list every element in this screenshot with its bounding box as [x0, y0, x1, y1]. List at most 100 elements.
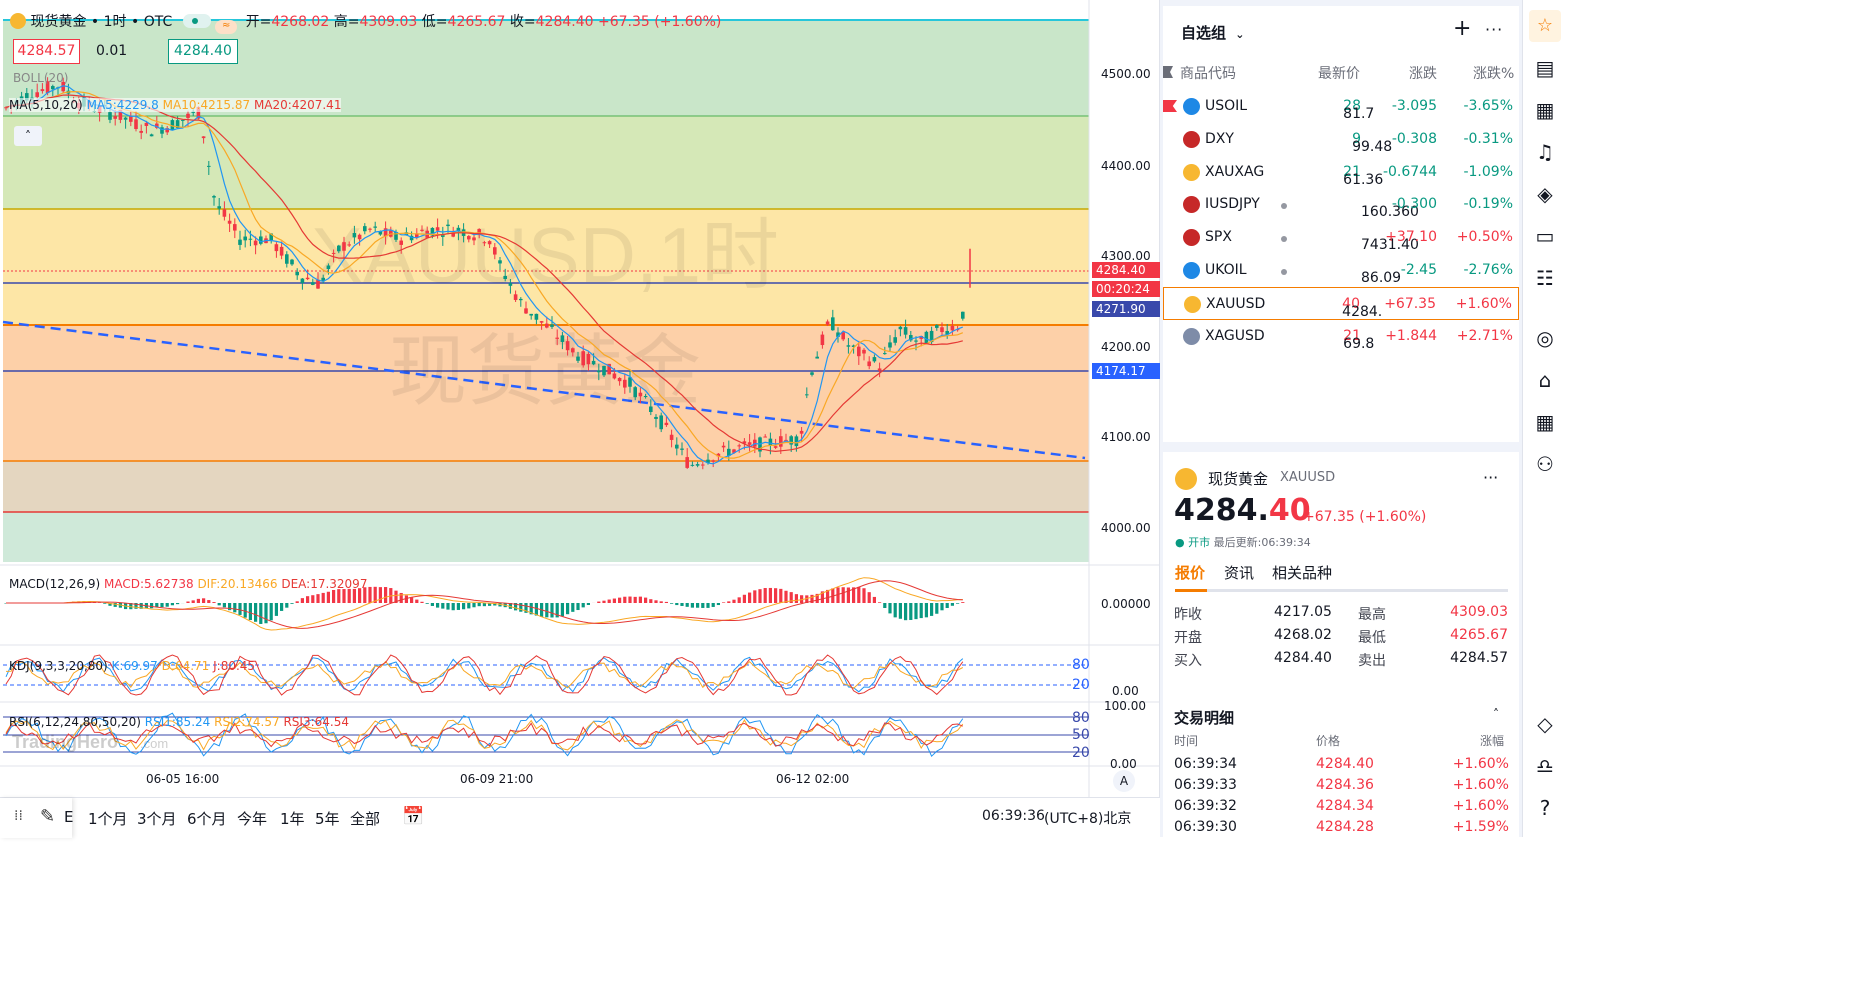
- watchlist-row-xauxag[interactable]: XAUXAG 61.36 21 -0.6744 -1.09%: [1163, 156, 1519, 189]
- education-icon[interactable]: ⌂: [1538, 368, 1552, 392]
- handshake-icon[interactable]: ◇: [1537, 712, 1553, 736]
- buy-price-box[interactable]: 4284.40: [168, 39, 238, 64]
- us-flag-icon: [1183, 229, 1200, 247]
- candle-body: [534, 313, 539, 320]
- range-partial[interactable]: E: [64, 808, 74, 826]
- headset-icon[interactable]: ♎: [1536, 754, 1554, 778]
- col-change-pct[interactable]: 涨跌%: [1473, 66, 1515, 82]
- interval-label[interactable]: 1时: [103, 14, 127, 30]
- candle-body: [238, 239, 242, 245]
- candle-body: [477, 229, 481, 236]
- range-1m[interactable]: 1个月: [88, 810, 128, 828]
- watchlist-row-spx[interactable]: SPX 7431.40 +37.10 +0.50%: [1163, 221, 1519, 254]
- chart-area[interactable]: XAUUSD,1时 现货黄金 TradingHero .com: [0, 0, 1160, 838]
- price-tick: 4300.00: [1101, 249, 1151, 263]
- range-1y[interactable]: 1年: [280, 810, 305, 828]
- macd-bar: [311, 595, 315, 603]
- calendar-icon[interactable]: 📅: [402, 806, 425, 827]
- candle-body: [503, 275, 507, 280]
- watchlist-row-xauusd[interactable]: XAUUSD 4284. 40 +67.35 +1.60%: [1163, 286, 1519, 320]
- macd-legend[interactable]: MACD(12,26,9) MACD:5.62738 DIF:20.13466 …: [9, 577, 367, 591]
- watchlist-change: +1.844: [1385, 327, 1437, 344]
- candle-body: [737, 445, 741, 447]
- watchlist-row-ukoil[interactable]: UKOIL 86.09 -2.45 -2.76%: [1163, 254, 1519, 287]
- macd-bar: [680, 603, 684, 606]
- watchlist-icon[interactable]: ☆: [1529, 10, 1561, 42]
- symbol-name: 现货黄金: [30, 14, 87, 30]
- sell-price-box[interactable]: 4284.57: [13, 39, 80, 64]
- signal-icon[interactable]: ◎: [1536, 326, 1554, 350]
- col-symbol[interactable]: 商品代码: [1180, 66, 1236, 82]
- ma20-line: [5, 94, 963, 453]
- collapse-icon[interactable]: ˄: [1493, 707, 1499, 721]
- boll-legend[interactable]: BOLL(20): [13, 71, 69, 85]
- tab-related[interactable]: 相关品种: [1272, 564, 1333, 582]
- chat-icon[interactable]: ☷: [1536, 266, 1554, 290]
- candle-body: [285, 254, 289, 264]
- range-3m[interactable]: 3个月: [137, 810, 177, 828]
- watchlist-row-iusdjpy[interactable]: IUSDJPY 160.360 -0.300 -0.19%: [1163, 188, 1519, 221]
- rsi-label: RSI(6,12,24,80,50,20): [9, 715, 141, 729]
- range-all[interactable]: 全部: [350, 810, 381, 828]
- us-flag-icon: [1183, 130, 1200, 148]
- ma-legend[interactable]: MA(5,10,20) MA5:4229.8 MA10:4215.87 MA20…: [9, 98, 342, 112]
- candle-body: [321, 277, 325, 282]
- drag-handle-icon[interactable]: ⁞⁞ ✎: [0, 798, 72, 838]
- flag-header-icon[interactable]: [1163, 66, 1173, 78]
- range-ytd[interactable]: 今年: [237, 810, 268, 828]
- calendar-icon[interactable]: ▦: [1535, 98, 1555, 122]
- range-5y[interactable]: 5年: [315, 810, 340, 828]
- tab-quote[interactable]: 报价: [1175, 564, 1206, 582]
- macd-bar: [150, 603, 154, 609]
- more-icon[interactable]: ···: [1483, 468, 1499, 487]
- tree-icon[interactable]: ⚇: [1536, 452, 1554, 476]
- macd-bar: [623, 596, 627, 603]
- auto-scale-button[interactable]: A: [1113, 770, 1135, 792]
- timezone-select[interactable]: (UTC+8)北京: [1044, 811, 1132, 827]
- rsi-legend[interactable]: RSI(6,12,24,80,50,20) RSI1:85.24 RSI2:74…: [9, 715, 349, 729]
- watchlist-row-dxy[interactable]: DXY 99.48 9 -0.308 -0.31%: [1163, 123, 1519, 156]
- candle-body: [383, 228, 388, 237]
- tab-news[interactable]: 资讯: [1224, 564, 1255, 582]
- candle-body: [545, 323, 549, 328]
- pen-icon[interactable]: ✎: [40, 806, 56, 827]
- range-6m[interactable]: 6个月: [187, 810, 227, 828]
- add-symbol-icon[interactable]: +: [1453, 16, 1472, 41]
- video-icon[interactable]: ▭: [1535, 224, 1555, 248]
- col-price[interactable]: 最新价: [1318, 66, 1360, 82]
- macd-bar: [446, 603, 450, 610]
- watchlist-title[interactable]: 自选组 ⌄: [1181, 22, 1244, 43]
- macd-bar: [155, 603, 159, 608]
- macd-bar: [233, 603, 237, 613]
- candle-body: [181, 119, 185, 121]
- candle-body: [269, 233, 273, 241]
- watchlist-row-usoil[interactable]: USOIL 81.7 28 -3.095 -3.65%: [1163, 90, 1519, 123]
- candle-body: [539, 321, 544, 323]
- watchlist-change: -0.300: [1391, 196, 1437, 213]
- level-tag: 4174.17: [1092, 363, 1160, 379]
- trend-line[interactable]: [2, 320, 1086, 460]
- time-tick: 06-12 02:00: [776, 772, 850, 786]
- help-icon[interactable]: ?: [1539, 796, 1551, 820]
- macd-bar: [597, 601, 601, 603]
- candle-body: [586, 353, 591, 365]
- macd-bar: [810, 594, 814, 603]
- gold-icon: [1184, 295, 1201, 313]
- candle-body: [597, 370, 601, 373]
- kdj-legend[interactable]: KDJ(9,3,3,20,80) K:69.97 D:64.71 J:80.45: [9, 659, 255, 673]
- layers-icon[interactable]: ◈: [1537, 182, 1553, 206]
- table-icon[interactable]: ▦: [1535, 410, 1555, 434]
- candle-body: [139, 130, 143, 133]
- ma10-value: MA10:4215.87: [162, 98, 251, 112]
- col-change[interactable]: 涨跌: [1409, 66, 1437, 82]
- document-icon[interactable]: ▤: [1535, 56, 1555, 80]
- collapse-legend-button[interactable]: ˄: [14, 126, 42, 146]
- bell-icon[interactable]: ♫: [1536, 140, 1554, 164]
- more-icon[interactable]: ···: [1485, 20, 1504, 39]
- price-chart-canvas[interactable]: XAUUSD,1时 现货黄金 TradingHero .com: [0, 0, 1160, 797]
- watchlist-row-xagusd[interactable]: XAGUSD 69.8 21 +1.844 +2.71%: [1163, 320, 1519, 353]
- symbol-legend[interactable]: 现货黄金 • 1时 • OTC ≈ 开=4268.02 高=4309.03 低=…: [10, 11, 721, 34]
- flag-icon[interactable]: [1163, 100, 1177, 112]
- kdj-j-line: [5, 654, 964, 696]
- macd-bar: [690, 603, 694, 608]
